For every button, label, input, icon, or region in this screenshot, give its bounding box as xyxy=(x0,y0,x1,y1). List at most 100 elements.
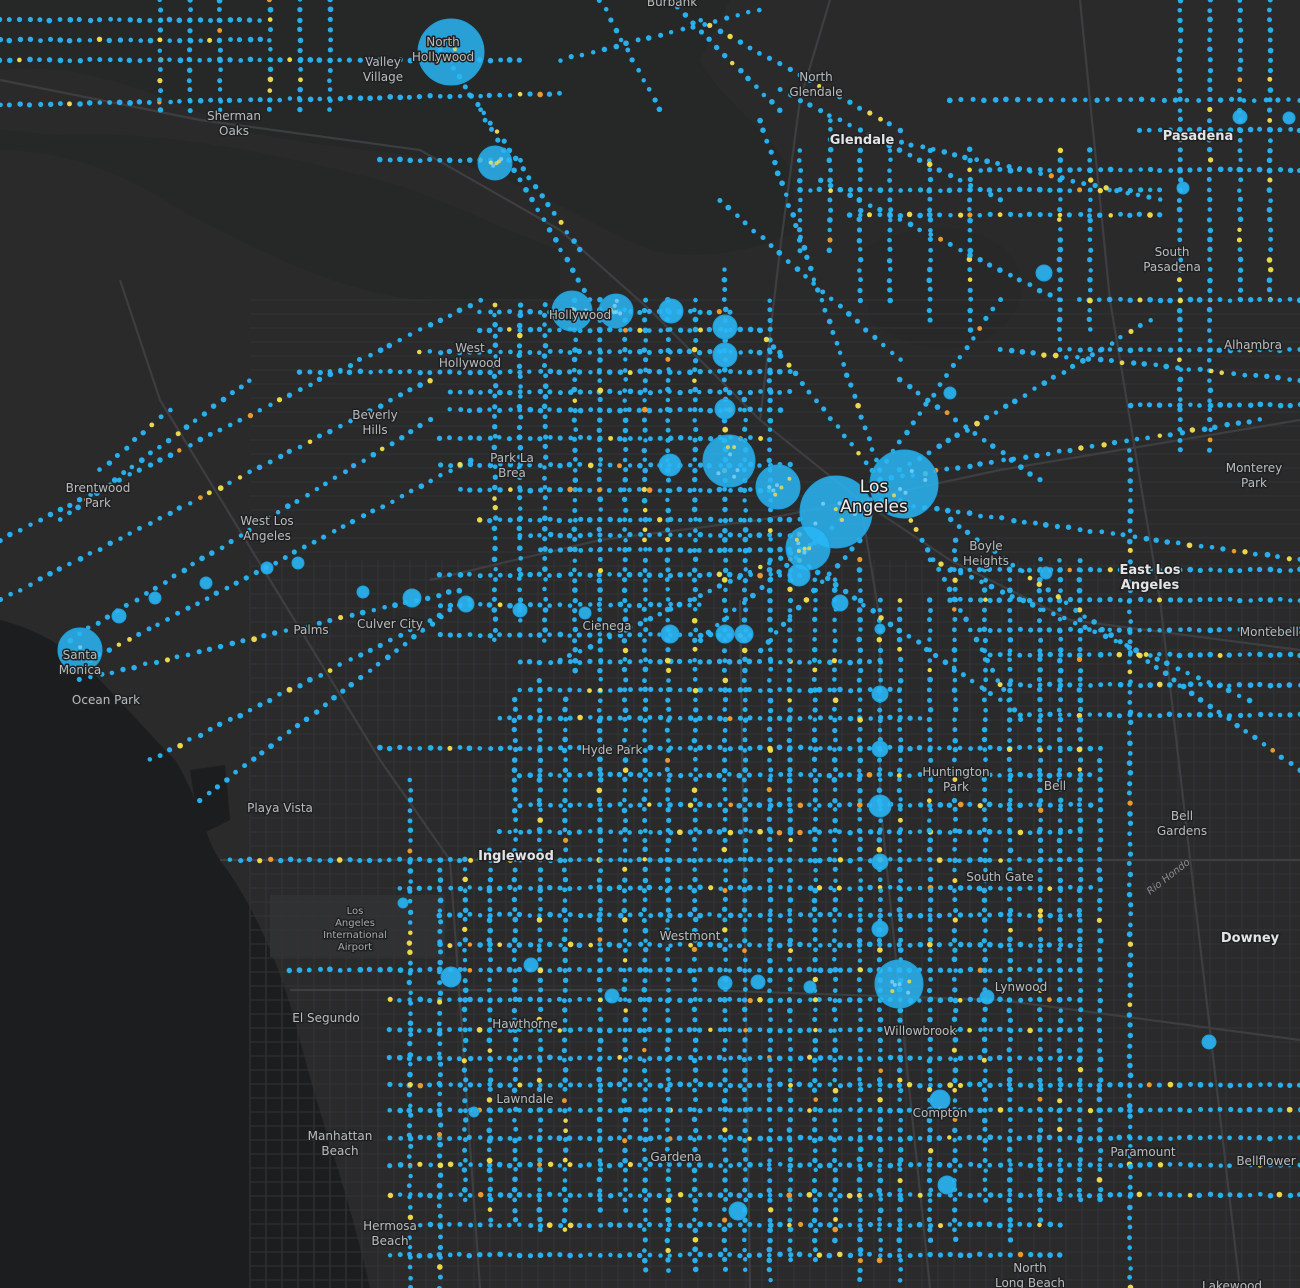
stop-point xyxy=(627,1161,633,1168)
stop-point xyxy=(717,857,722,863)
stop-point xyxy=(677,997,683,1003)
stop-point xyxy=(1207,712,1214,718)
stop-point xyxy=(897,896,903,903)
stop-point xyxy=(727,1192,734,1198)
stop-point xyxy=(527,462,532,468)
stop-point xyxy=(357,857,363,864)
stop-point xyxy=(462,1147,468,1153)
stop-point xyxy=(812,1016,818,1023)
stop-point xyxy=(1077,977,1083,983)
stop-point xyxy=(897,1192,903,1198)
stop-point xyxy=(1257,401,1264,408)
stop-point xyxy=(306,967,312,973)
stop-point xyxy=(643,1117,648,1123)
stop-point xyxy=(657,714,664,721)
stop-point xyxy=(407,1020,414,1026)
stop-point xyxy=(837,772,844,778)
stop-point xyxy=(897,866,903,873)
stop-point xyxy=(717,1222,722,1228)
stop-point xyxy=(427,349,433,354)
stop-point xyxy=(721,906,728,913)
stop-point xyxy=(606,715,613,721)
stop-point xyxy=(758,436,764,441)
stop-point xyxy=(657,658,663,665)
stop-point xyxy=(527,517,533,523)
stop-point xyxy=(386,1054,392,1061)
stop-point xyxy=(621,637,628,644)
stop-point xyxy=(665,918,670,923)
stop-point xyxy=(937,1252,944,1258)
stop-point xyxy=(527,1027,534,1033)
stop-point xyxy=(507,389,513,396)
stop-point xyxy=(693,1206,699,1212)
stop-point xyxy=(597,556,603,562)
stop-point xyxy=(297,37,304,44)
stop-point xyxy=(562,767,569,773)
stop-point xyxy=(697,1161,703,1168)
stop-point xyxy=(656,1055,663,1062)
stop-point xyxy=(507,573,513,579)
stop-point xyxy=(1158,1191,1164,1197)
stop-point xyxy=(797,885,803,891)
stop-point xyxy=(617,349,623,355)
stop-point xyxy=(513,837,518,842)
stop-point xyxy=(627,1252,633,1258)
stop-point xyxy=(1078,211,1084,218)
stop-point xyxy=(517,659,523,665)
stop-point xyxy=(1037,1117,1043,1123)
stop-point xyxy=(687,1106,693,1113)
stop-point xyxy=(607,771,613,777)
stop-point xyxy=(766,1246,773,1253)
stop-point xyxy=(982,947,988,953)
stop-point xyxy=(1187,1108,1193,1114)
stop-point xyxy=(878,1247,883,1252)
stop-point xyxy=(677,941,683,947)
stop-point xyxy=(856,607,863,613)
stop-point xyxy=(953,816,958,822)
stop-point xyxy=(623,507,629,513)
stop-point xyxy=(867,1251,872,1257)
stop-point xyxy=(1077,807,1083,813)
stop-point xyxy=(937,802,944,808)
stop-point xyxy=(357,966,364,973)
stop-point xyxy=(1207,8,1213,14)
stop-point xyxy=(617,1162,624,1168)
stop-point xyxy=(497,602,503,608)
stop-point xyxy=(857,658,863,663)
stop-point xyxy=(1177,157,1183,163)
stop-point xyxy=(856,802,863,808)
stop-point xyxy=(627,632,633,638)
stop-point xyxy=(511,947,517,953)
stop-point xyxy=(982,857,988,864)
stop-point xyxy=(563,1118,568,1123)
stop-point xyxy=(492,464,498,470)
stop-point xyxy=(977,1054,983,1061)
stop-point xyxy=(1238,1135,1244,1141)
stop-point xyxy=(1097,567,1103,573)
stop-point xyxy=(561,907,568,914)
stop-point xyxy=(766,877,773,883)
stop-point xyxy=(697,967,703,973)
stop-point xyxy=(577,802,582,807)
stop-point xyxy=(952,1087,958,1093)
stop-point xyxy=(1167,567,1173,574)
stop-point xyxy=(648,830,653,835)
stop-point xyxy=(1057,1148,1062,1153)
stop-point xyxy=(978,771,984,778)
stop-point xyxy=(467,487,473,493)
stop-point xyxy=(776,801,783,808)
stop-point xyxy=(767,367,773,373)
stop-point xyxy=(831,706,837,712)
stop-point xyxy=(827,942,832,948)
stop-point xyxy=(807,1054,813,1060)
stop-point xyxy=(1257,1162,1263,1168)
stop-point xyxy=(717,967,723,973)
stop-point xyxy=(787,1222,792,1228)
stop-point xyxy=(816,186,822,192)
stop-point xyxy=(787,1067,793,1073)
stop-point xyxy=(597,766,603,773)
stop-point xyxy=(721,577,728,583)
stop-point xyxy=(627,327,633,332)
stop-point xyxy=(598,1147,604,1153)
